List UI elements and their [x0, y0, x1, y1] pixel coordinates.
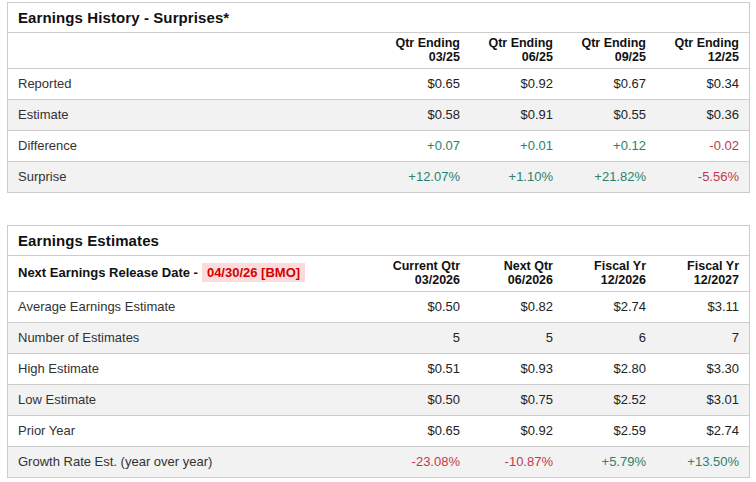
earnings-history-table: Qtr Ending 03/25 Qtr Ending 06/25 Qtr En…: [8, 33, 749, 192]
value-cell: $2.74: [563, 292, 656, 323]
row-label: Prior Year: [8, 416, 377, 447]
value-cell: $0.55: [563, 100, 656, 131]
earnings-page: Earnings History - Surprises* Qtr Ending…: [0, 0, 756, 482]
value-cell: $0.92: [470, 416, 563, 447]
next-earnings-release-label: Next Earnings Release Date -: [18, 265, 198, 280]
value-cell: $0.82: [470, 292, 563, 323]
column-header: Next Qtr 06/2026: [470, 256, 563, 292]
row-label: Reported: [8, 69, 377, 100]
value-cell: $0.50: [377, 292, 470, 323]
table-row: Surprise+12.07%+1.10%+21.82%-5.56%: [8, 162, 749, 193]
value-cell: +21.82%: [563, 162, 656, 193]
empty-header-cell: [8, 33, 377, 69]
column-header-line2: 03/2026: [387, 273, 460, 287]
value-cell: $2.80: [563, 354, 656, 385]
value-cell: $0.36: [656, 100, 749, 131]
column-header-line1: Fiscal Yr: [666, 259, 739, 273]
column-header-line1: Qtr Ending: [480, 36, 553, 50]
row-label: Growth Rate Est. (year over year): [8, 447, 377, 478]
earnings-history-section: Earnings History - Surprises* Qtr Ending…: [7, 2, 750, 193]
value-cell: +12.07%: [377, 162, 470, 193]
value-cell: $0.67: [563, 69, 656, 100]
value-cell: $0.50: [377, 385, 470, 416]
column-header: Qtr Ending 12/25: [656, 33, 749, 69]
column-header: Qtr Ending 09/25: [563, 33, 656, 69]
value-cell: $0.51: [377, 354, 470, 385]
row-label: Number of Estimates: [8, 323, 377, 354]
next-earnings-release-cell: Next Earnings Release Date - 04/30/26 [BM…: [8, 256, 377, 292]
table-row: Difference+0.07+0.01+0.12-0.02: [8, 131, 749, 162]
table-row: Growth Rate Est. (year over year)-23.08%…: [8, 447, 749, 478]
value-cell: $2.74: [656, 416, 749, 447]
column-header-line1: Next Qtr: [480, 259, 553, 273]
value-cell: +13.50%: [656, 447, 749, 478]
column-header-line1: Fiscal Yr: [573, 259, 646, 273]
table-row: Low Estimate$0.50$0.75$2.52$3.01: [8, 385, 749, 416]
column-header-line2: 09/25: [573, 50, 646, 64]
column-header: Current Qtr 03/2026: [377, 256, 470, 292]
column-header-line1: Current Qtr: [387, 259, 460, 273]
value-cell: $0.65: [377, 416, 470, 447]
value-cell: +0.01: [470, 131, 563, 162]
column-header-line1: Qtr Ending: [666, 36, 739, 50]
table-row: Number of Estimates5567: [8, 323, 749, 354]
value-cell: $0.34: [656, 69, 749, 100]
earnings-estimates-section: Earnings Estimates Next Earnings Release…: [7, 225, 750, 478]
earnings-estimates-table: Next Earnings Release Date - 04/30/26 [BM…: [8, 256, 749, 477]
row-label: High Estimate: [8, 354, 377, 385]
row-label: Estimate: [8, 100, 377, 131]
column-header-line2: 06/25: [480, 50, 553, 64]
table-row: Prior Year$0.65$0.92$2.59$2.74: [8, 416, 749, 447]
column-header-line1: Qtr Ending: [387, 36, 460, 50]
value-cell: $2.59: [563, 416, 656, 447]
row-label: Surprise: [8, 162, 377, 193]
value-cell: -23.08%: [377, 447, 470, 478]
value-cell: $0.58: [377, 100, 470, 131]
column-header-line2: 06/2026: [480, 273, 553, 287]
table-row: Reported$0.65$0.92$0.67$0.34: [8, 69, 749, 100]
value-cell: 6: [563, 323, 656, 354]
column-header-line2: 12/2026: [573, 273, 646, 287]
earnings-estimates-title: Earnings Estimates: [8, 226, 749, 256]
value-cell: $0.93: [470, 354, 563, 385]
earnings-estimates-header-row: Next Earnings Release Date - 04/30/26 [BM…: [8, 256, 749, 292]
column-header: Fiscal Yr 12/2027: [656, 256, 749, 292]
column-header-line2: 03/25: [387, 50, 460, 64]
next-earnings-release-date-badge: 04/30/26 [BMO]: [202, 263, 305, 282]
column-header: Qtr Ending 06/25: [470, 33, 563, 69]
value-cell: $0.65: [377, 69, 470, 100]
row-label: Average Earnings Estimate: [8, 292, 377, 323]
table-row: Average Earnings Estimate$0.50$0.82$2.74…: [8, 292, 749, 323]
row-label: Difference: [8, 131, 377, 162]
value-cell: +0.12: [563, 131, 656, 162]
column-header-line2: 12/25: [666, 50, 739, 64]
value-cell: 5: [470, 323, 563, 354]
value-cell: $0.92: [470, 69, 563, 100]
value-cell: $2.52: [563, 385, 656, 416]
value-cell: $3.30: [656, 354, 749, 385]
value-cell: $3.11: [656, 292, 749, 323]
value-cell: +5.79%: [563, 447, 656, 478]
value-cell: $3.01: [656, 385, 749, 416]
table-row: High Estimate$0.51$0.93$2.80$3.30: [8, 354, 749, 385]
earnings-history-header-row: Qtr Ending 03/25 Qtr Ending 06/25 Qtr En…: [8, 33, 749, 69]
table-row: Estimate$0.58$0.91$0.55$0.36: [8, 100, 749, 131]
value-cell: +0.07: [377, 131, 470, 162]
value-cell: -5.56%: [656, 162, 749, 193]
column-header-line1: Qtr Ending: [573, 36, 646, 50]
earnings-history-title: Earnings History - Surprises*: [8, 3, 749, 33]
column-header: Fiscal Yr 12/2026: [563, 256, 656, 292]
value-cell: 7: [656, 323, 749, 354]
value-cell: $0.91: [470, 100, 563, 131]
column-header-line2: 12/2027: [666, 273, 739, 287]
value-cell: $0.75: [470, 385, 563, 416]
value-cell: +1.10%: [470, 162, 563, 193]
value-cell: -10.87%: [470, 447, 563, 478]
row-label: Low Estimate: [8, 385, 377, 416]
value-cell: -0.02: [656, 131, 749, 162]
column-header: Qtr Ending 03/25: [377, 33, 470, 69]
value-cell: 5: [377, 323, 470, 354]
